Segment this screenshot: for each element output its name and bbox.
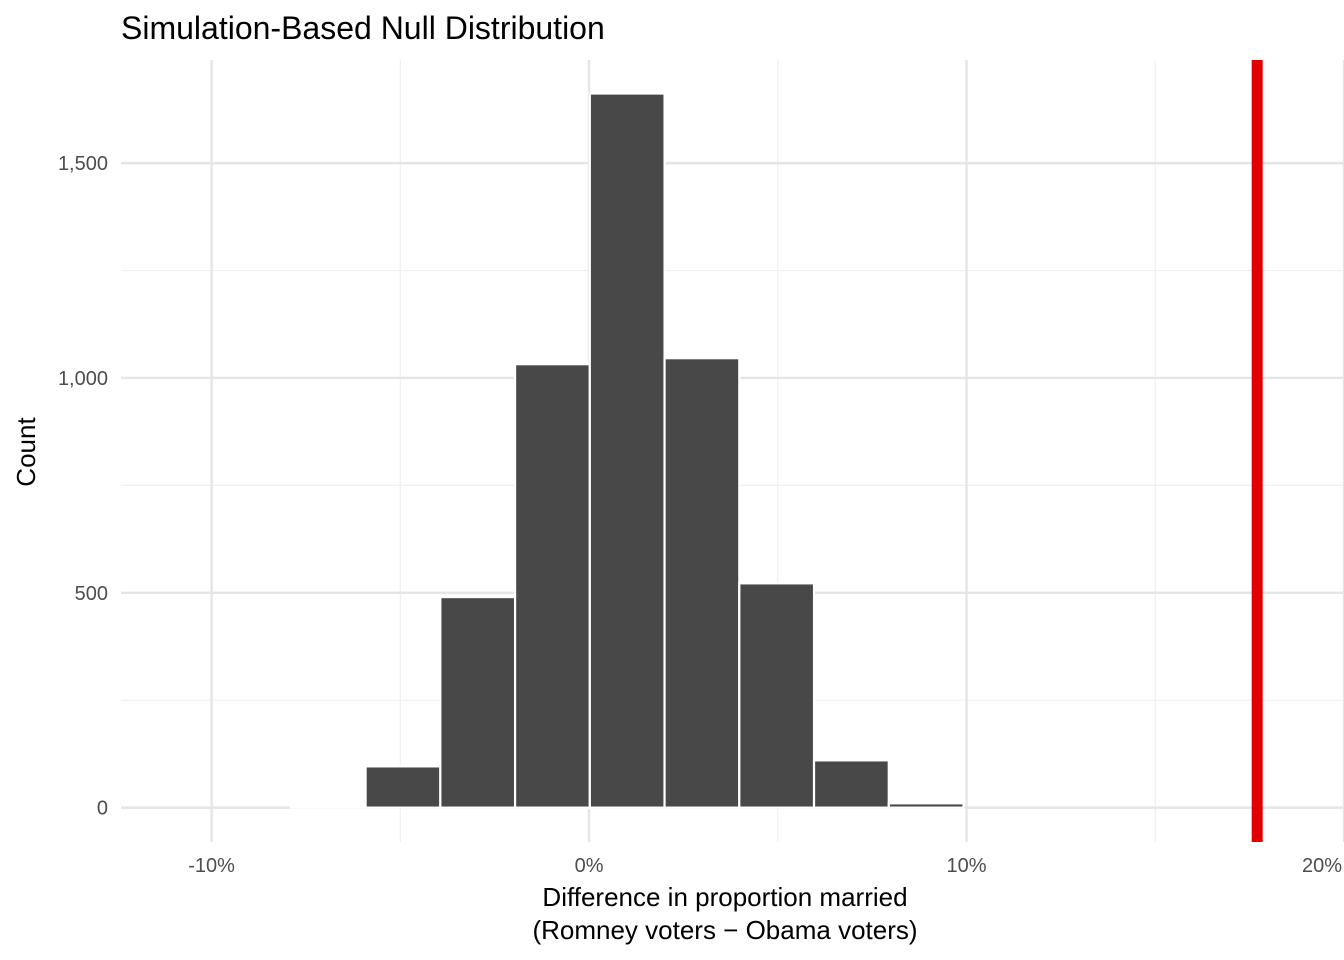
histogram-bar-4 — [439, 595, 517, 809]
y-tick-label: 1,500 — [58, 153, 108, 175]
histogram-bar-10 — [887, 802, 965, 809]
x-axis-title-line-2: (Romney voters − Obama voters) — [532, 915, 917, 945]
x-tick-label: 10% — [947, 855, 987, 877]
x-tick-labels: -10% 0% 10% 20% — [188, 855, 1342, 877]
chart-title: Simulation-Based Null Distribution — [121, 10, 605, 46]
y-tick-labels: 0 500 1,000 1,500 — [58, 153, 108, 820]
histogram-bar-6 — [588, 92, 666, 809]
y-tick-label: 1,000 — [58, 368, 108, 390]
x-tick-label: 0% — [575, 855, 604, 877]
x-tick-label: -10% — [188, 855, 235, 877]
histogram-bar-9 — [812, 759, 890, 809]
y-tick-label: 500 — [75, 583, 108, 605]
y-tick-label: 0 — [97, 798, 108, 820]
histogram-bar-2 — [289, 804, 367, 809]
histogram-bar-3 — [364, 765, 442, 809]
major-gridlines — [121, 60, 1344, 842]
y-axis-title: Count — [11, 417, 41, 487]
x-tick-label: 20% — [1302, 855, 1342, 877]
histogram-bar-5 — [513, 363, 591, 809]
histogram-bars — [289, 92, 965, 809]
histogram-bar-8 — [738, 582, 816, 809]
histogram-bar-7 — [663, 357, 741, 809]
x-axis-title-line-1: Difference in proportion married — [542, 882, 907, 912]
